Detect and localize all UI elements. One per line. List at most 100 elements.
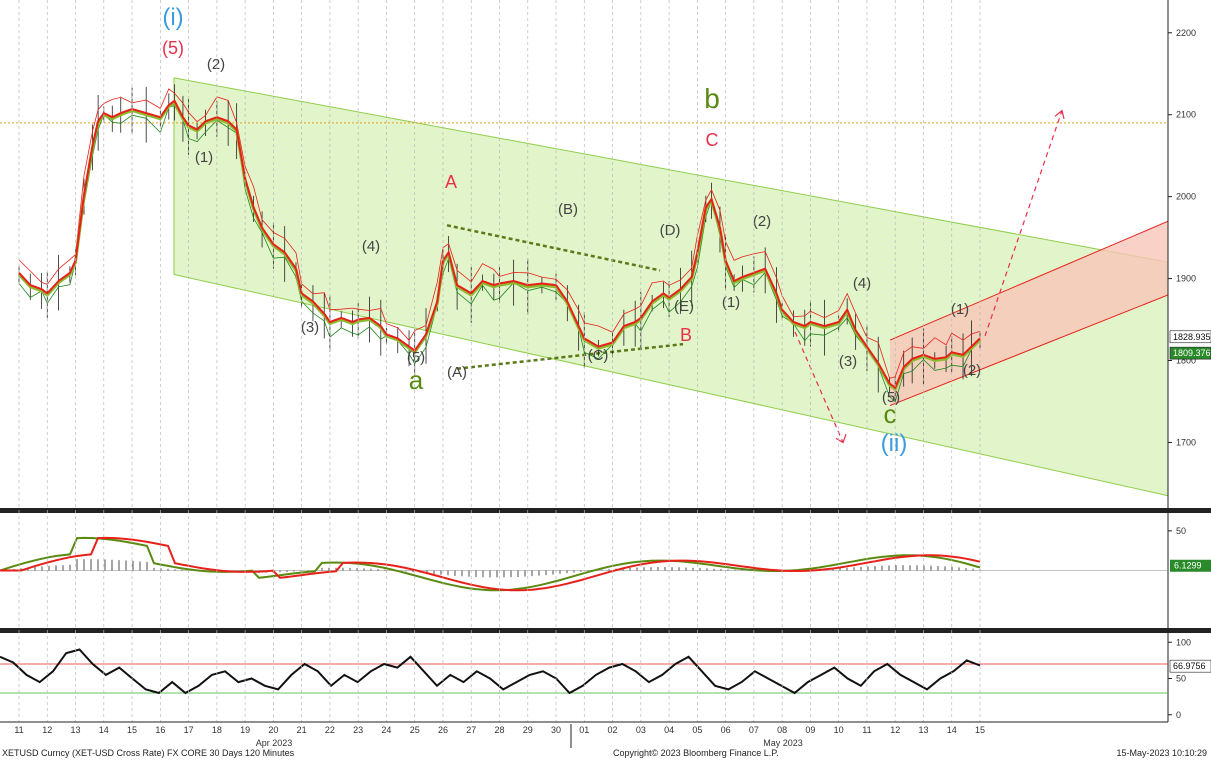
x-tick-label: 26: [438, 725, 448, 735]
rsi-last-box: [1169, 659, 1211, 673]
last-price-label-box: [1169, 330, 1211, 344]
macd-y-tick-label: 50: [1176, 526, 1186, 536]
macd-line: [0, 536, 981, 592]
x-tick-label: 12: [42, 725, 52, 735]
x-tick-label: 19: [240, 725, 250, 735]
rsi-line: [0, 648, 981, 695]
wave-label: (2): [207, 56, 225, 73]
wave-label: (1): [722, 294, 740, 311]
x-tick-label: 14: [99, 725, 109, 735]
x-tick-label: 21: [297, 725, 307, 735]
month-label-may: May 2023: [763, 738, 803, 748]
wave-label: (5): [407, 349, 425, 366]
x-tick-label: 28: [494, 725, 504, 735]
panel-divider-2: [0, 628, 1211, 633]
x-tick-label: 23: [353, 725, 363, 735]
wave-label: (D): [660, 222, 681, 239]
wave-label: (C): [588, 347, 609, 364]
wave-label: (5): [162, 38, 184, 58]
x-tick-label: 10: [834, 725, 844, 735]
x-tick-label: 02: [608, 725, 618, 735]
wave-label: (ii): [881, 430, 908, 457]
wave-label: B: [680, 325, 692, 345]
upper-band-line: [18, 88, 981, 379]
x-tick-label: 25: [410, 725, 420, 735]
wave-label: A: [445, 172, 457, 192]
footer-copyright: Copyright© 2023 Bloomberg Finance L.P.: [613, 748, 779, 758]
triangle-upper-line: [446, 224, 661, 272]
month-label-apr: Apr 2023: [256, 738, 293, 748]
wave-label: b: [704, 83, 720, 114]
footer-timestamp: 15-May-2023 10:10:29: [1116, 748, 1207, 758]
wave-label: (1): [951, 301, 969, 318]
wave-label: (B): [558, 201, 578, 218]
x-tick-label: 16: [155, 725, 165, 735]
x-tick-label: 29: [523, 725, 533, 735]
wave-label: C: [706, 130, 719, 150]
macd-panel: 50 6.1299: [0, 526, 1211, 592]
wave-label: (2): [963, 362, 981, 379]
triangle-lower-line: [456, 342, 684, 370]
x-tick-label: 15: [975, 725, 985, 735]
price-line: [18, 99, 981, 390]
x-tick-label: 27: [466, 725, 476, 735]
last-price-label: 1828.935: [1173, 332, 1211, 342]
x-axis: 11 12 13 14 15 16 17 18 19 20 21 22 23 24 25 26 27 28 29 30…: [0, 0, 1168, 748]
lower-band-line: [18, 105, 981, 403]
red-channel-fill: [890, 221, 1168, 406]
arrow-head-up: [1054, 109, 1065, 119]
x-tick-label: 15: [127, 725, 137, 735]
macd-last-box: [1170, 559, 1211, 572]
wave-label: (3): [839, 353, 857, 370]
arrow-head-down: [835, 434, 847, 444]
wave-label: (1): [195, 149, 213, 166]
panel-divider-1: [0, 508, 1211, 513]
y-tick-label: 2200: [1176, 28, 1196, 38]
y-tick-label: 1800: [1176, 356, 1196, 366]
rsi-panel: 100 50 0 66.9756: [0, 637, 1211, 720]
wave-label: (5): [882, 389, 900, 406]
y-tick-label: 1900: [1176, 274, 1196, 284]
y-tick-label: 2000: [1176, 192, 1196, 202]
wave-label: (4): [853, 275, 871, 292]
x-tick-label: 11: [862, 725, 871, 735]
red-channel-upper: [889, 220, 1169, 341]
price-panel: (i)(5)(2)(1)(3)(4)(5)aA(A)(B)(C)(D)(E)Bb…: [0, 0, 1211, 722]
y-tick-label: 1700: [1176, 437, 1196, 447]
x-tick-label: 13: [71, 725, 81, 735]
x-tick-label: 30: [551, 725, 561, 735]
x-tick-label: 06: [721, 725, 731, 735]
x-tick-label: 08: [777, 725, 787, 735]
rsi-y-tick-label: 100: [1176, 637, 1191, 647]
last-ma-label: 1809.376: [1173, 348, 1211, 358]
x-tick-label: 13: [918, 725, 928, 735]
x-tick-label: 14: [947, 725, 957, 735]
last-ma-label-box: [1169, 346, 1211, 360]
green-channel-lower: [173, 273, 1169, 497]
x-tick-label: 01: [579, 725, 589, 735]
x-tick-label: 22: [325, 725, 335, 735]
x-tick-label: 04: [664, 725, 674, 735]
wave-label: a: [409, 365, 424, 395]
x-tick-label: 03: [636, 725, 646, 735]
footer-security-label: XETUSD Curncy (XET-USD Cross Rate) FX CO…: [2, 748, 295, 758]
x-tick-label: 24: [381, 725, 391, 735]
rsi-y-tick-label: 50: [1176, 674, 1186, 684]
macd-signal-line: [0, 536, 981, 592]
wave-label: c: [884, 399, 897, 429]
rsi-y-tick-label: 0: [1176, 710, 1181, 720]
macd-last-label: 6.1299: [1174, 561, 1202, 571]
x-tick-label: 20: [268, 725, 278, 735]
wave-label: (2): [753, 213, 771, 230]
x-tick-label: 12: [890, 725, 900, 735]
rsi-last-label: 66.9756: [1173, 661, 1206, 671]
wave-label: (E): [674, 298, 694, 315]
green-ma-line: [17, 100, 982, 392]
x-tick-label: 05: [692, 725, 702, 735]
x-tick-label: 09: [805, 725, 815, 735]
x-tick-label: 17: [184, 725, 194, 735]
x-tick-label: 07: [749, 725, 759, 735]
projection-down-arrow: [794, 331, 844, 443]
wave-label: (4): [362, 238, 380, 255]
